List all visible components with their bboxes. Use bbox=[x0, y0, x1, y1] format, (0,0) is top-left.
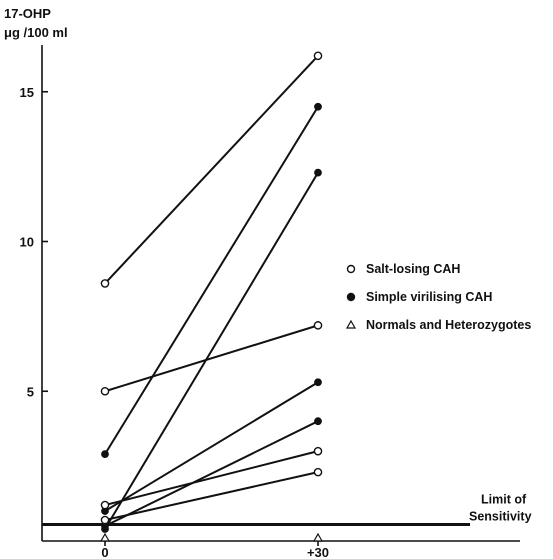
legend-item-simple-virilising: Simple virilising CAH bbox=[366, 290, 492, 304]
data-point-8-1 bbox=[312, 532, 324, 542]
limit-of-sensitivity-label-line1: Limit of bbox=[481, 493, 527, 507]
y-tick-label: 5 bbox=[27, 384, 34, 399]
series-layer bbox=[104, 55, 319, 530]
data-point-7-1 bbox=[313, 467, 323, 477]
data-point-5-1 bbox=[314, 417, 322, 426]
x-tick-label: +30 bbox=[307, 545, 329, 559]
y-ticks: 5 10 15 bbox=[20, 85, 48, 399]
series-line-2 bbox=[104, 172, 319, 530]
data-point-1-0 bbox=[101, 450, 109, 459]
data-point-4-1 bbox=[314, 378, 322, 387]
series-line-5 bbox=[104, 420, 319, 527]
y-tick-label: 10 bbox=[20, 235, 34, 250]
data-point-1-1 bbox=[314, 102, 322, 111]
legend-open-circle-marker bbox=[346, 264, 356, 274]
series-line-1 bbox=[104, 106, 319, 455]
y-axis-label-line1: 17-OHP bbox=[4, 6, 51, 21]
series-line-7 bbox=[104, 471, 319, 522]
x-ticks: 0 +30 bbox=[101, 541, 329, 559]
limit-of-sensitivity-label-line2: Sensitivity bbox=[469, 510, 532, 524]
y-tick-label: 15 bbox=[20, 85, 34, 100]
series-line-4 bbox=[104, 381, 319, 512]
legend-item-normals: Normals and Heterozygotes bbox=[366, 318, 531, 332]
data-point-6-0 bbox=[100, 500, 110, 510]
legend-open-triangle-marker bbox=[345, 319, 357, 329]
data-point-0-1 bbox=[313, 51, 323, 61]
x-tick-label: 0 bbox=[101, 545, 108, 559]
y-axis-label-line2: μg /100 ml bbox=[4, 25, 68, 40]
series-line-3 bbox=[104, 324, 319, 393]
data-point-3-0 bbox=[100, 386, 110, 396]
data-point-3-1 bbox=[313, 321, 323, 330]
marker-layer bbox=[99, 51, 324, 542]
data-point-7-0 bbox=[100, 515, 110, 525]
data-point-8-0 bbox=[99, 532, 111, 542]
data-point-0-0 bbox=[100, 279, 110, 288]
data-point-6-1 bbox=[313, 446, 323, 456]
legend: Salt-losing CAH Simple virilising CAH No… bbox=[345, 262, 531, 332]
series-line-6 bbox=[104, 450, 319, 507]
data-point-2-1 bbox=[314, 168, 322, 177]
legend-filled-circle-marker bbox=[346, 292, 356, 302]
legend-item-salt-losing: Salt-losing CAH bbox=[366, 262, 460, 276]
series-line-0 bbox=[104, 55, 319, 285]
